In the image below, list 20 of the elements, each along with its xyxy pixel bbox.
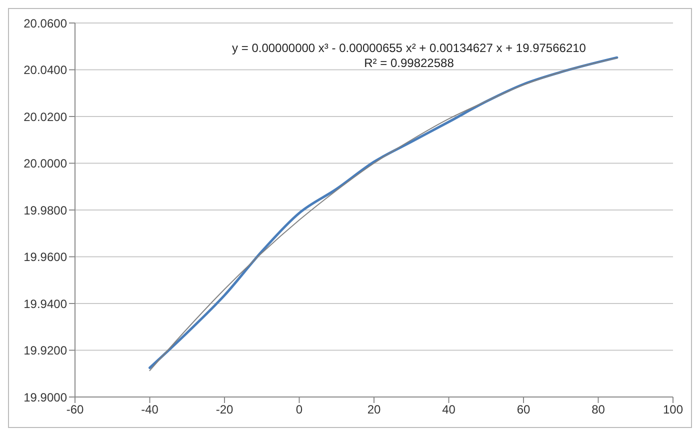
x-tick-label: 60 [516, 402, 530, 417]
x-tick-label: 0 [296, 402, 303, 417]
y-tick-label: 20.0400 [24, 63, 68, 78]
x-tick-label: -40 [141, 402, 159, 417]
x-tick-label: 20 [367, 402, 381, 417]
annotation: R² = 0.99822588 [363, 56, 455, 70]
y-tick-label: 19.9000 [24, 390, 68, 404]
y-tick-label: 19.9600 [24, 250, 68, 264]
y-tick-label: 20.0000 [24, 156, 68, 171]
x-tick-label: 80 [592, 402, 606, 417]
x-tick-label: 40 [442, 402, 456, 417]
x-tick-label: -20 [216, 402, 234, 417]
y-tick-label: 20.0600 [24, 16, 68, 30]
y-tick-label: 19.9200 [24, 344, 68, 358]
y-tick-label: 20.0200 [24, 110, 68, 124]
annotation: y = 0.00000000 x³ - 0.00000655 x² + 0.00134627 x + 19.97566210 [231, 41, 587, 55]
y-tick-label: 19.9800 [24, 203, 68, 218]
x-tick-label: 100 [662, 402, 684, 417]
y-tick-label: 19.9400 [24, 296, 68, 311]
x-tick-label: -60 [66, 402, 84, 417]
